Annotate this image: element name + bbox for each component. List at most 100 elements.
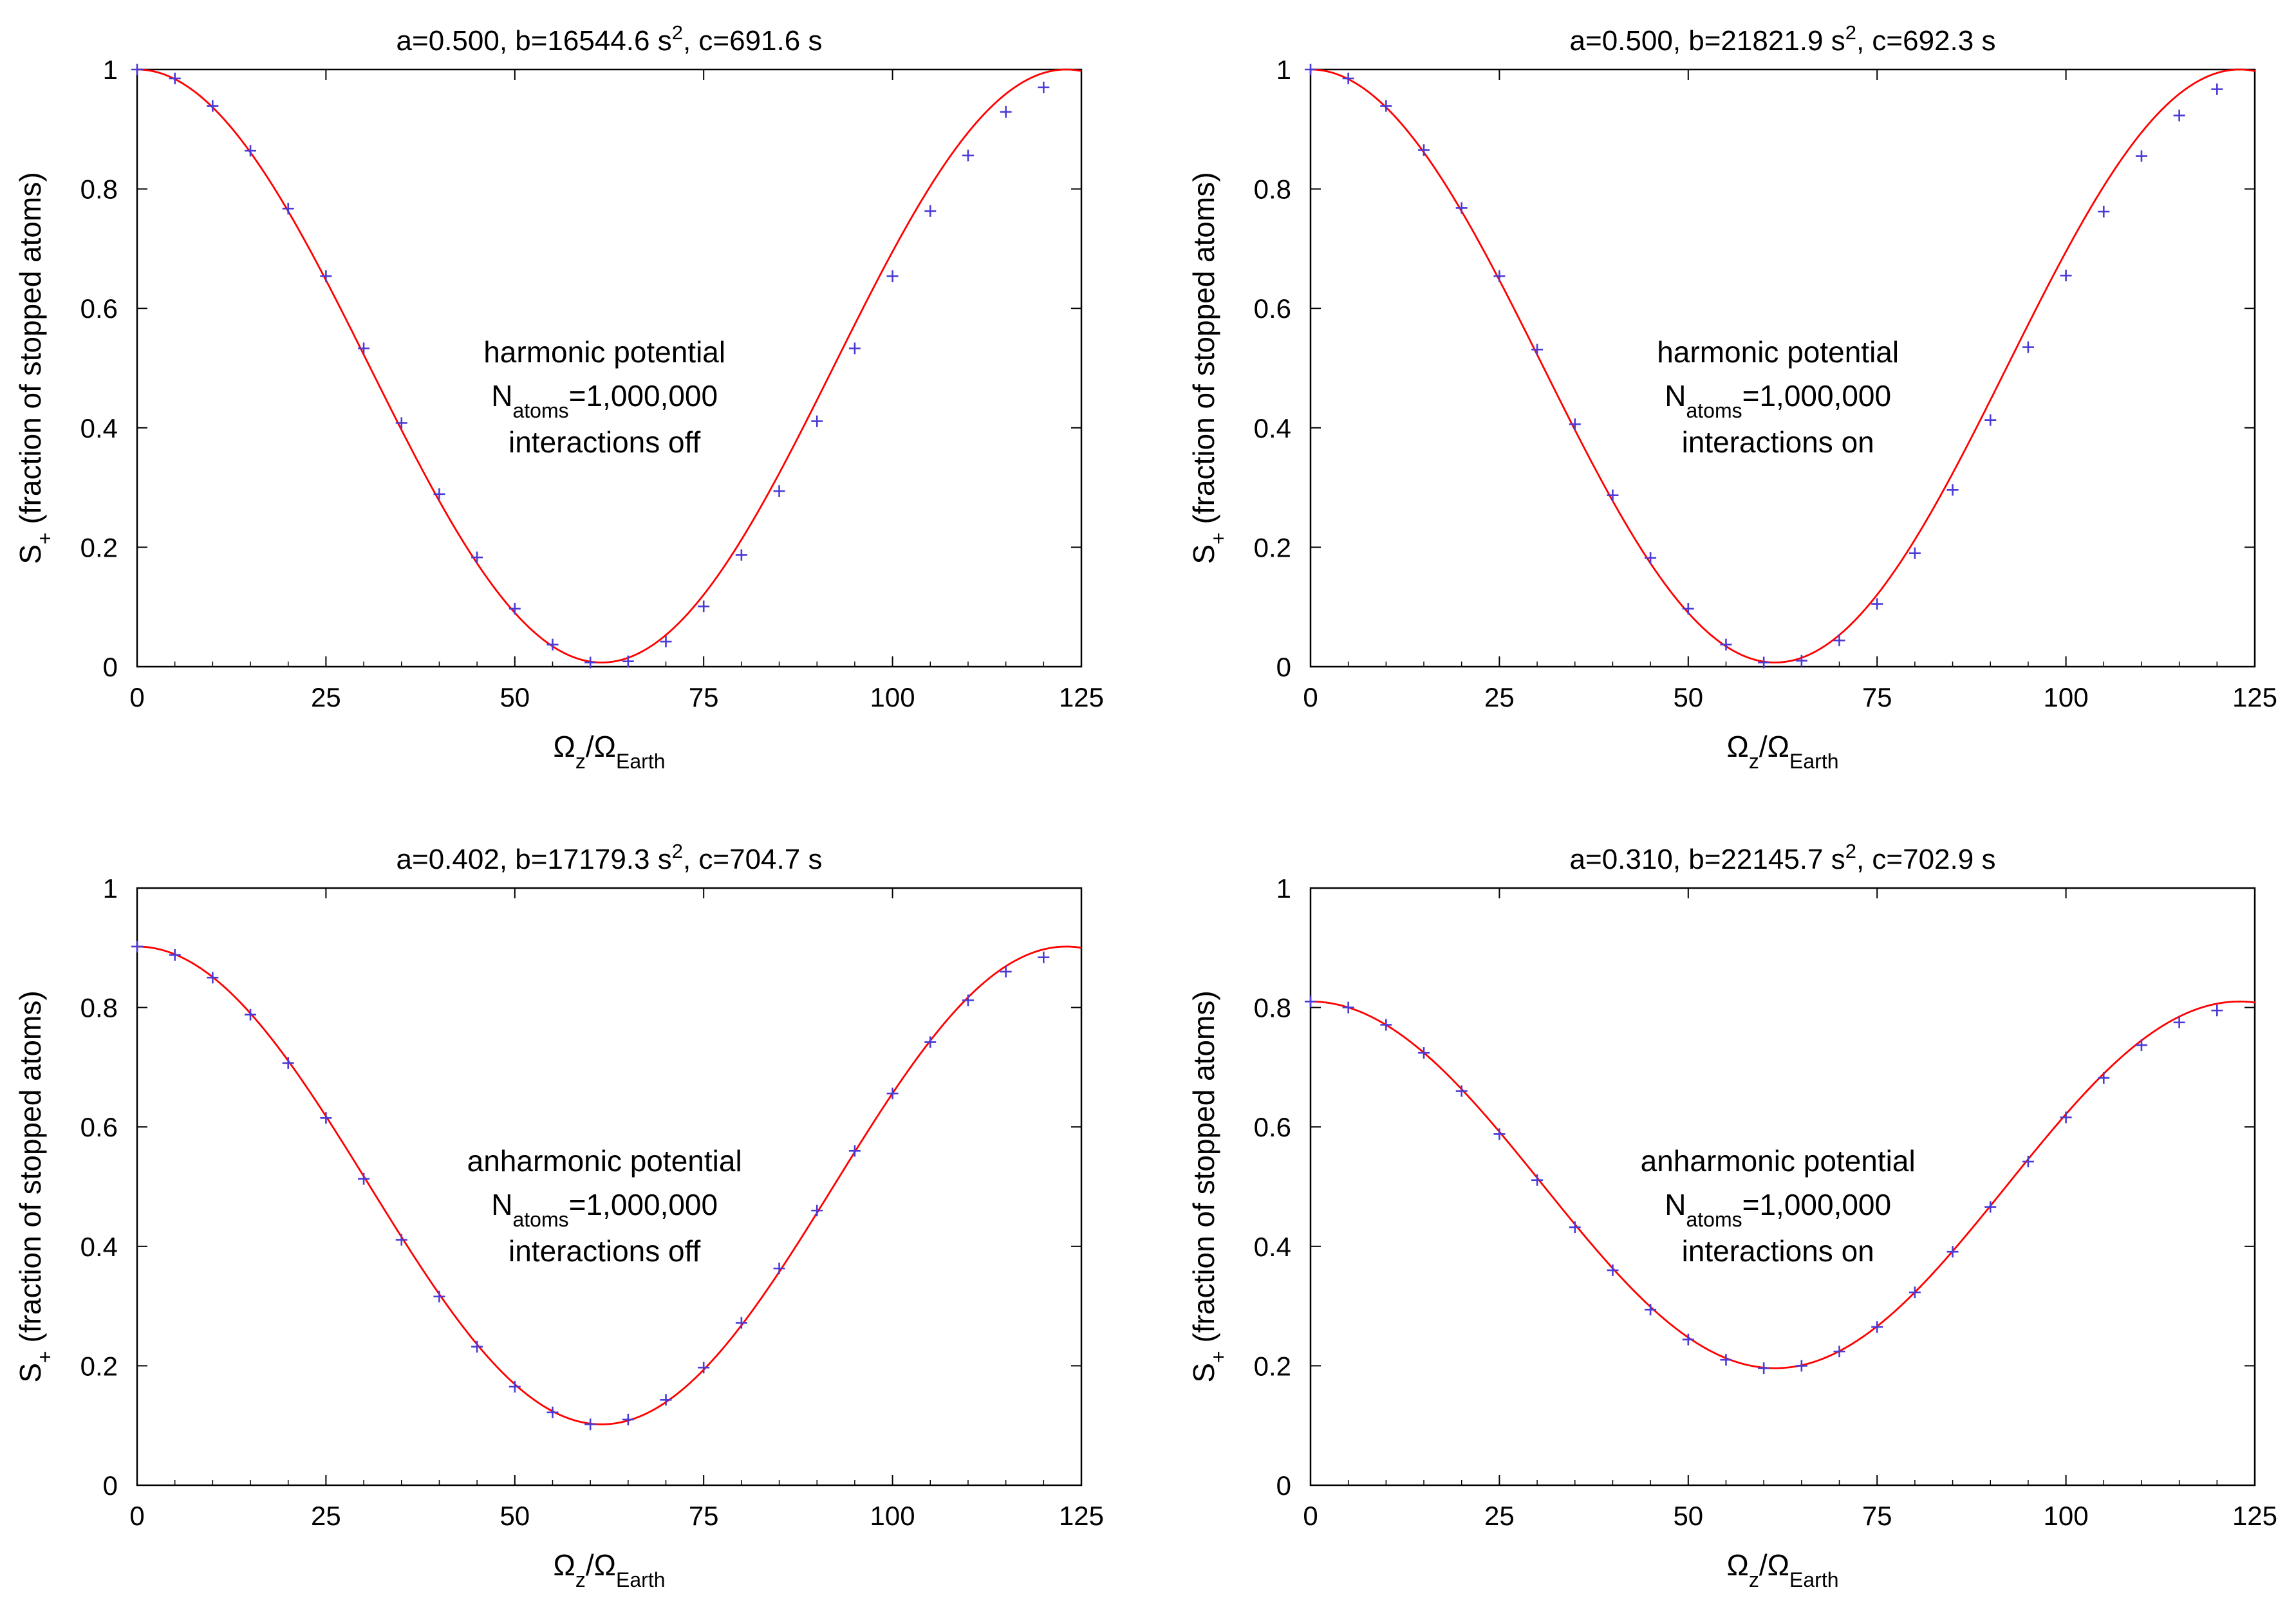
data-point [1531, 1174, 1544, 1186]
fit-curve [1310, 1000, 2255, 1369]
data-point [848, 1145, 861, 1157]
data-point [471, 551, 483, 564]
data-point [245, 145, 257, 157]
annotation-potential: harmonic potential [483, 335, 725, 369]
data-point [2098, 1072, 2110, 1084]
data-point [1645, 552, 1657, 564]
plot-frame [1309, 887, 2256, 1487]
data-point [1380, 1019, 1392, 1031]
data-point [1418, 1047, 1430, 1059]
data-point [660, 636, 672, 648]
data-point [698, 1362, 710, 1374]
y-axis-label: S+ (fraction of stopped atoms) [14, 172, 57, 564]
data-point [320, 270, 332, 283]
data-point [2135, 150, 2147, 162]
x-tick-label: 100 [2044, 682, 2089, 712]
data-point [1871, 598, 1883, 610]
data-point [1455, 202, 1468, 214]
data-point [773, 485, 785, 497]
y-tick-label: 0.2 [1254, 532, 1291, 562]
data-point [1758, 1362, 1770, 1375]
data-point [1833, 1346, 1845, 1358]
data-point [1984, 414, 1997, 426]
x-tick-label: 50 [1673, 682, 1703, 712]
data-point [1569, 418, 1581, 431]
data-point [2022, 1156, 2034, 1168]
data-point [924, 205, 937, 217]
y-tick-label: 0.2 [80, 532, 118, 562]
y-tick-label: 0.2 [80, 1351, 118, 1381]
fit-curve [136, 68, 1082, 663]
x-axis-label: Ωz/ΩEarth [1726, 1548, 1838, 1591]
data-point [245, 1008, 257, 1021]
data-point [584, 1418, 597, 1431]
data-point [1342, 1001, 1354, 1014]
y-tick-label: 1 [103, 873, 118, 903]
data-point [169, 72, 181, 84]
data-point [924, 1036, 937, 1048]
data-point [1493, 1128, 1506, 1140]
data-point [169, 949, 181, 961]
data-point [546, 1406, 559, 1418]
data-point [622, 1413, 634, 1425]
data-point [811, 1205, 823, 1217]
data-point [735, 1317, 747, 1329]
x-tick-label: 25 [1484, 682, 1515, 712]
annotation-natoms: Natoms=1,000,000 [1665, 1188, 1891, 1231]
y-tick-label: 1 [103, 55, 118, 85]
data-point [1305, 996, 1316, 1008]
data-point [773, 1263, 785, 1275]
data-point [1418, 144, 1430, 156]
x-tick-label: 0 [129, 1501, 144, 1531]
data-point [1000, 965, 1012, 978]
data-point [848, 342, 861, 355]
y-tick-label: 0.6 [1254, 293, 1291, 324]
annotation-natoms: Natoms=1,000,000 [491, 1188, 718, 1231]
data-point [2022, 341, 2034, 353]
data-point [1531, 344, 1544, 356]
x-tick-label: 75 [1862, 1501, 1892, 1531]
plot-frame [136, 887, 1083, 1487]
data-point [2060, 1111, 2072, 1124]
x-axis-label: Ωz/ΩEarth [553, 730, 665, 773]
data-point [1984, 1201, 1997, 1213]
fit-curve [136, 945, 1082, 1425]
data-point [2173, 1016, 2185, 1028]
data-point [2098, 205, 2110, 218]
x-tick-label: 0 [1303, 1501, 1318, 1531]
data-point [1607, 1264, 1619, 1276]
data-point [886, 270, 899, 283]
annotation-interactions: interactions on [1682, 1234, 1874, 1268]
data-point [1758, 656, 1770, 669]
data-point [1909, 1286, 1921, 1299]
x-axis-label: Ωz/ΩEarth [1726, 730, 1838, 773]
chart-title: a=0.402, b=17179.3 s2, c=704.7 s [397, 840, 823, 876]
chart-title: a=0.310, b=22145.7 s2, c=702.9 s [1570, 840, 1996, 876]
y-tick-label: 0.4 [1254, 413, 1291, 443]
data-point [584, 656, 597, 669]
data-point [1909, 547, 1921, 559]
x-tick-label: 100 [870, 1501, 915, 1531]
x-tick-label: 125 [1059, 1501, 1104, 1531]
x-tick-label: 0 [1303, 682, 1318, 712]
x-tick-label: 25 [311, 1501, 341, 1531]
data-point [282, 1057, 294, 1069]
y-axis-label: S+ (fraction of stopped atoms) [1187, 172, 1230, 564]
data-point [1795, 1360, 1807, 1372]
plot-frame [136, 68, 1083, 668]
data-point [2173, 109, 2185, 122]
data-point [509, 1380, 521, 1393]
data-point [1833, 635, 1845, 647]
data-point [509, 602, 521, 615]
data-point [320, 1112, 332, 1124]
x-tick-label: 125 [2232, 682, 2277, 712]
data-point [962, 994, 974, 1006]
x-tick-label: 75 [689, 1501, 719, 1531]
data-point [207, 972, 219, 984]
x-tick-label: 50 [1673, 1501, 1703, 1531]
chart-title: a=0.500, b=16544.6 s2, c=691.6 s [397, 21, 823, 57]
annotation-interactions: interactions on [1682, 425, 1874, 459]
y-tick-label: 0.4 [80, 413, 118, 443]
y-axis-label: S+ (fraction of stopped atoms) [14, 990, 57, 1382]
y-tick-label: 0 [103, 652, 118, 682]
